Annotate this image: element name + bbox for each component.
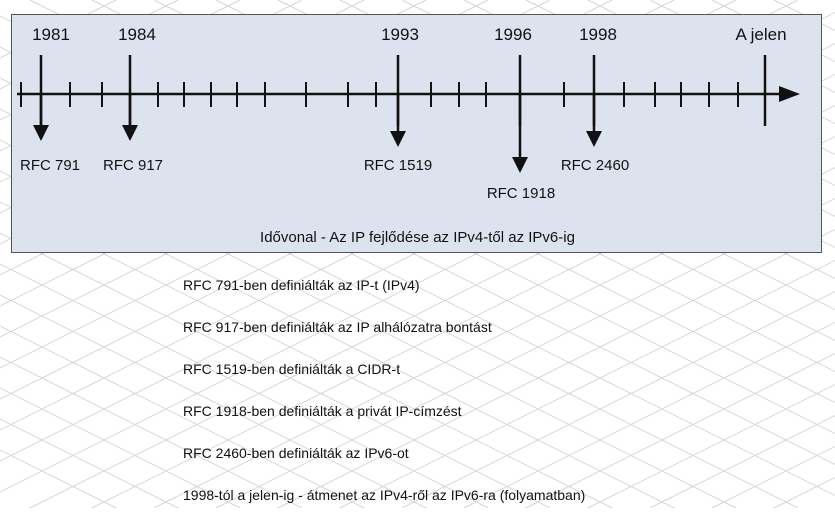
grid-line [0,263,489,508]
event-arrowhead [390,131,406,147]
grid-line [649,414,835,508]
grid-line [0,356,303,508]
note-item: RFC 791-ben definiálták az IP-t (IPv4) [183,277,420,293]
grid-line [277,228,835,508]
rfc-label-1918: RFC 1918 [486,185,556,202]
event-arrowhead [586,131,602,147]
event-arrowhead [33,125,49,141]
grid-line [0,325,365,508]
timeline-arrowhead [779,86,800,102]
grid-line [0,418,179,508]
grid-line [0,387,241,508]
grid-line [587,383,835,508]
event-arrowhead [122,125,138,141]
grid-line [91,135,835,508]
year-label-present: A jelen [735,25,787,44]
rfc-label-917: RFC 917 [102,157,164,174]
timeline-panel: 1981 1984 1993 1996 1998 A jelen RFC 791… [11,14,822,253]
note-item: RFC 917-ben definiálták az IP alhálózatr… [183,319,492,335]
year-label-1993: 1993 [381,25,419,44]
timeline-caption: Idővonal - Az IP fejlődése az IPv4-től a… [260,229,575,246]
grid-line [0,0,179,90]
timeline-ticks [20,82,739,107]
notes-list: RFC 791-ben definiálták az IP-t (IPv4) R… [183,276,585,528]
grid-line [401,290,835,508]
note-item: RFC 2460-ben definiálták az IPv6-ot [183,445,409,461]
grid-line [463,321,835,508]
year-label-1984: 1984 [118,25,156,44]
grid-line [339,259,835,508]
grid-line [29,104,835,508]
grid-line [525,352,835,508]
grid-line [153,166,835,508]
note-item: 1998-tól a jelen-ig - átmenet az IPv4-rő… [183,487,586,503]
note-item: RFC 1519-ben definiálták a CIDR-t [183,361,401,377]
year-label-1998: 1998 [579,25,617,44]
rfc-label-791: RFC 791 [19,157,81,174]
event-arrowhead [512,157,528,173]
rfc-label-1519: RFC 1519 [363,157,433,174]
grid-line [215,197,835,508]
grid-line [0,294,427,508]
timeline-axis [17,55,800,173]
year-label-1981: 1981 [32,25,70,44]
timeline-event-markers [33,55,767,173]
note-item: RFC 1918-ben definiálták a privát IP-cím… [183,403,462,419]
rfc-label-2460: RFC 2460 [560,157,630,174]
year-label-1996: 1996 [494,25,532,44]
